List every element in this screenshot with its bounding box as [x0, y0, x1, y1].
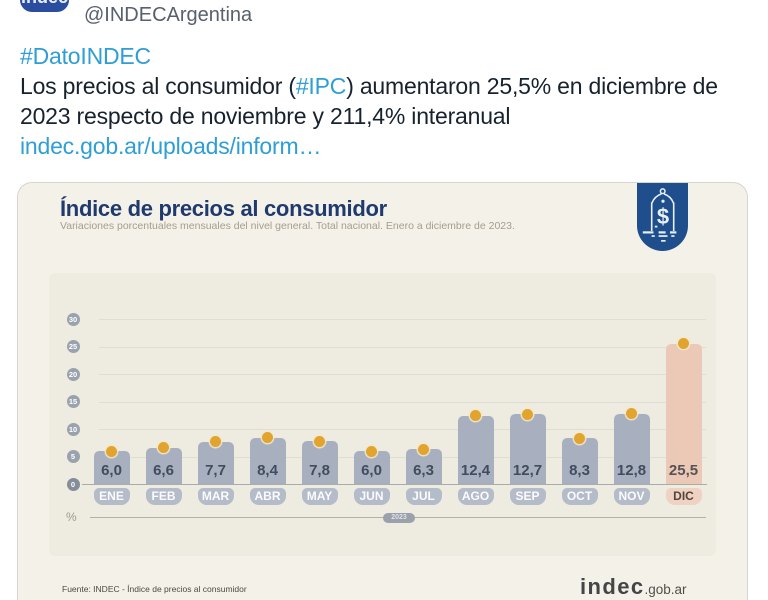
- svg-text:$: $: [657, 204, 669, 229]
